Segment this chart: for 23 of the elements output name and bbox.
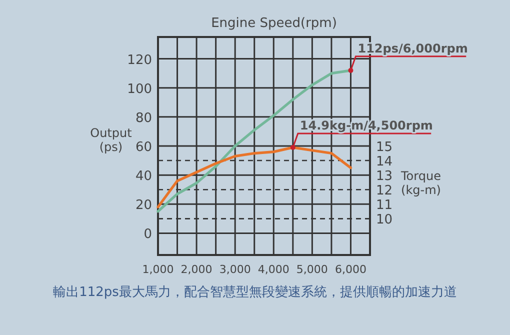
x-axis-title: Engine Speed(rpm) <box>211 16 337 31</box>
y-tick-label: 40 <box>135 169 152 184</box>
y2-tick-label: 15 <box>376 140 393 155</box>
x-tick-label: 6,000 <box>334 263 366 276</box>
y-axis-title: Output (ps) <box>90 126 132 154</box>
text: 輸出112ps最大馬力，配合智慧型無段變速系統，提供順暢的加速力道 <box>53 285 457 300</box>
y2-axis-title: Torque (kg-m) <box>400 169 441 197</box>
y2-tick-label: 11 <box>376 198 393 214</box>
y-tick-label: 100 <box>127 82 152 97</box>
y-tick-label: 60 <box>135 140 152 155</box>
y-tick-label: 120 <box>127 52 152 68</box>
x-tick-label: 1,000 <box>142 263 174 276</box>
x-tick-label: 4,000 <box>258 263 290 276</box>
y-tick-label: 0 <box>144 227 152 242</box>
x-tick-label: 3,000 <box>219 263 251 276</box>
y2-tick-label: 14 <box>376 154 393 170</box>
y2-tick-label: 12 <box>376 184 393 199</box>
y-tick-label: 20 <box>135 198 152 214</box>
y-tick-label: 80 <box>135 110 152 126</box>
x-tick-label: 5,000 <box>296 263 328 276</box>
y2-tick-label: 10 <box>376 212 393 228</box>
x-tick-label: 2,000 <box>180 263 212 276</box>
y2-tick-label: 13 <box>376 169 393 184</box>
